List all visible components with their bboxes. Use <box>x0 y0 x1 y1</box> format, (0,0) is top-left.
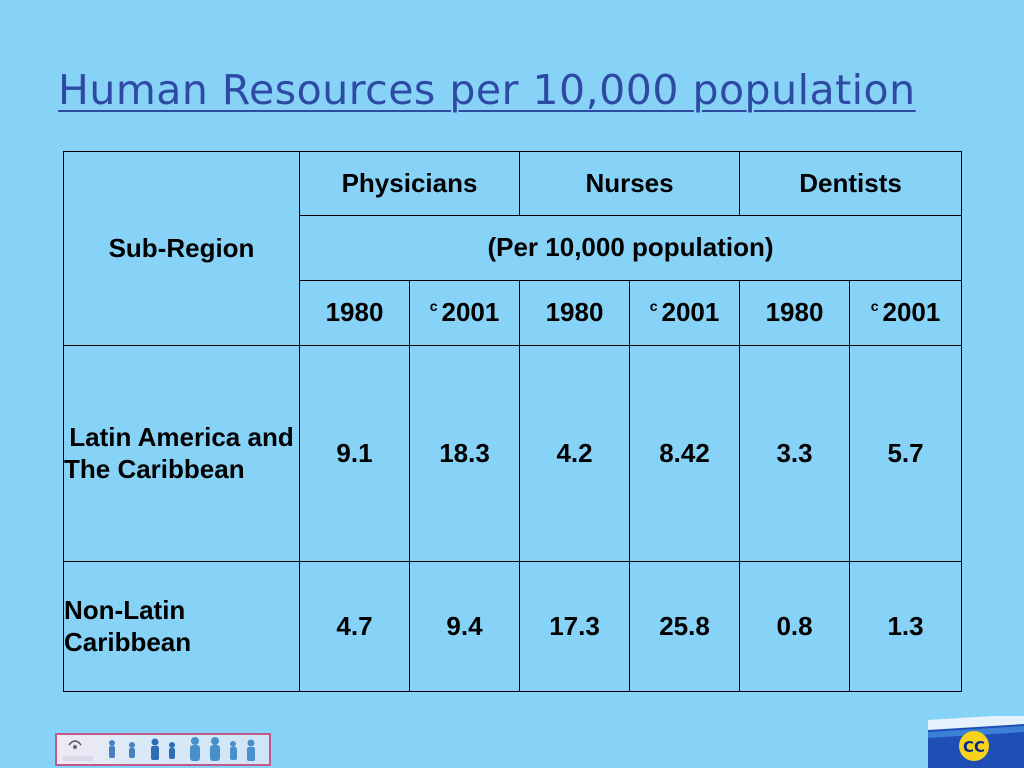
value-cell: 18.3 <box>408 345 521 562</box>
year-label: 1980 <box>765 297 824 328</box>
year-header: c 2001 <box>408 280 521 346</box>
year-label: 2001 <box>441 297 500 328</box>
year-label: 2001 <box>882 297 941 328</box>
value-cell: 9.1 <box>299 345 410 562</box>
group-header-nurses: Nurses <box>519 151 741 216</box>
region-name: Latin America and The Caribbean <box>63 345 300 562</box>
year-header: c 2001 <box>629 280 741 346</box>
sub-region-header: Sub-Region <box>63 151 300 346</box>
group-header-physicians: Physicians <box>298 151 521 216</box>
group-header-row: Sub-Region Physicians Nurses Dentists <box>63 151 963 346</box>
region-name: Non-Latin Caribbean <box>63 561 300 692</box>
circa-marker: c <box>649 298 658 315</box>
table-row: Non-Latin Caribbean 4.7 9.4 17.3 25.8 0.… <box>63 561 963 692</box>
value-cell: 25.8 <box>629 561 741 692</box>
value-cell: 9.4 <box>408 561 521 692</box>
group-header-dentists: Dentists <box>739 151 963 216</box>
year-header: c 2001 <box>849 280 963 346</box>
value-cell: 5.7 <box>849 345 963 562</box>
value-cell: 3.3 <box>739 345 851 562</box>
value-cell: 0.8 <box>739 561 851 692</box>
value-cell: 4.2 <box>519 345 631 562</box>
year-label: 1980 <box>325 297 384 328</box>
value-cell: 17.3 <box>519 561 631 692</box>
caricom-logo: CC <box>928 716 1024 768</box>
svg-text:CC: CC <box>963 738 985 756</box>
page-title: Human Resources per 10,000 population <box>58 66 916 114</box>
year-header: 1980 <box>519 280 631 346</box>
circa-marker: c <box>429 298 438 315</box>
caricom-logo-graphic: CC <box>928 716 1024 768</box>
year-label: 1980 <box>545 297 604 328</box>
year-header: 1980 <box>299 280 410 346</box>
table-row: Latin America and The Caribbean 9.1 18.3… <box>63 345 963 562</box>
value-cell: 1.3 <box>849 561 963 692</box>
human-resources-table: Sub-Region Physicians Nurses Dentists (P… <box>63 151 963 692</box>
year-header-row: 1980 c 2001 1980 c 2001 1980 c 2001 <box>64 280 963 346</box>
hecora-logo-graphic <box>63 737 255 761</box>
hecora-logo <box>55 733 271 766</box>
unit-header-row: (Per 10,000 population) <box>64 215 963 281</box>
year-label: 2001 <box>661 297 720 328</box>
year-header: 1980 <box>739 280 851 346</box>
unit-label: (Per 10,000 population) <box>298 215 963 281</box>
circa-marker: c <box>870 298 879 315</box>
value-cell: 4.7 <box>299 561 410 692</box>
value-cell: 8.42 <box>629 345 741 562</box>
